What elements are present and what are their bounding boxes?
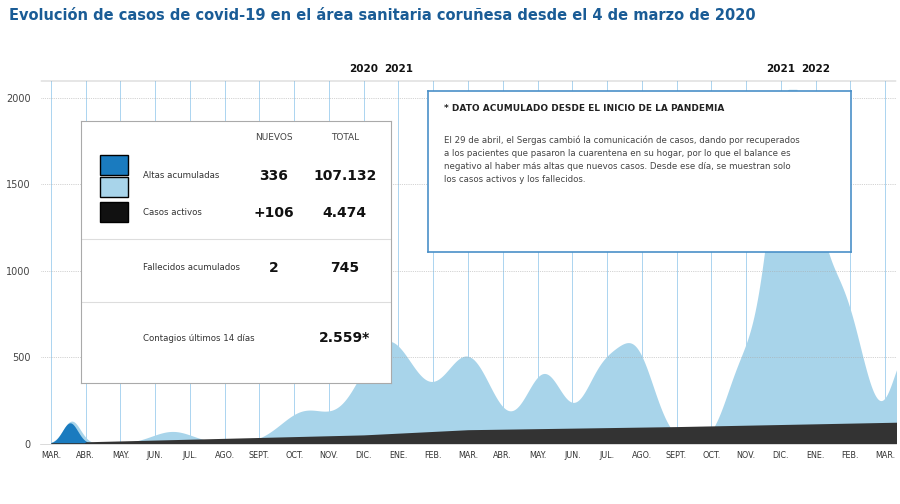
Text: Contagios últimos 14 días: Contagios últimos 14 días — [143, 334, 255, 343]
FancyBboxPatch shape — [100, 202, 128, 222]
Text: 4.474: 4.474 — [323, 206, 367, 220]
Text: 2022: 2022 — [801, 64, 830, 74]
Text: NUEVOS: NUEVOS — [255, 133, 292, 142]
Text: 336: 336 — [259, 169, 288, 183]
Text: 2.559*: 2.559* — [320, 332, 371, 345]
Text: TOTAL: TOTAL — [331, 133, 359, 142]
Text: 2021: 2021 — [766, 64, 796, 74]
Text: Evolución de casos de covid-19 en el área sanitaria coruñesa desde el 4 de marzo: Evolución de casos de covid-19 en el áre… — [9, 8, 756, 23]
Text: * DATO ACUMULADO DESDE EL INICIO DE LA PANDEMIA: * DATO ACUMULADO DESDE EL INICIO DE LA P… — [445, 104, 724, 112]
FancyBboxPatch shape — [100, 155, 128, 175]
Text: +106: +106 — [253, 206, 293, 220]
Text: 107.132: 107.132 — [313, 169, 376, 183]
Text: 745: 745 — [330, 261, 359, 275]
FancyBboxPatch shape — [100, 177, 128, 197]
Text: Fallecidos acumulados: Fallecidos acumulados — [143, 263, 240, 272]
Text: 2020: 2020 — [349, 64, 378, 74]
Text: Casos activos: Casos activos — [143, 208, 202, 217]
Text: El 29 de abril, el Sergas cambió la comunicación de casos, dando por recuperados: El 29 de abril, el Sergas cambió la comu… — [445, 136, 800, 184]
Text: 2: 2 — [268, 261, 278, 275]
Text: Altas acumuladas: Altas acumuladas — [143, 171, 220, 180]
Text: 2021: 2021 — [384, 64, 413, 74]
